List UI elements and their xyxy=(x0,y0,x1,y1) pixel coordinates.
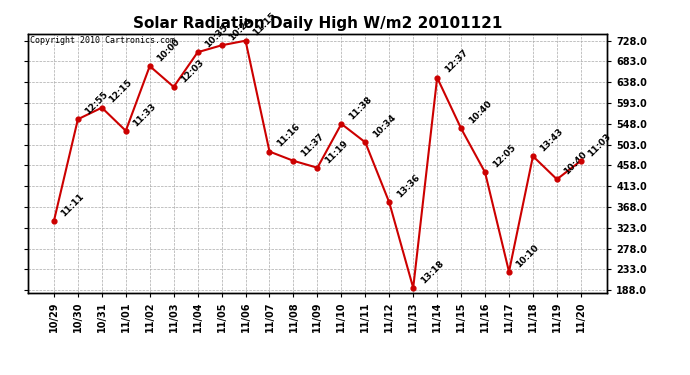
Point xyxy=(527,153,538,159)
Text: 10:34: 10:34 xyxy=(371,113,397,140)
Text: 12:55: 12:55 xyxy=(83,90,110,117)
Text: 10:40: 10:40 xyxy=(466,99,493,126)
Text: 11:37: 11:37 xyxy=(299,131,326,158)
Text: 11:03: 11:03 xyxy=(586,132,613,158)
Point xyxy=(551,176,562,182)
Text: 12:03: 12:03 xyxy=(179,58,206,84)
Point xyxy=(48,218,59,224)
Text: 13:43: 13:43 xyxy=(538,127,565,153)
Point xyxy=(359,140,371,146)
Point xyxy=(432,75,443,81)
Text: 10:10: 10:10 xyxy=(515,243,541,269)
Title: Solar Radiation Daily High W/m2 20101121: Solar Radiation Daily High W/m2 20101121 xyxy=(132,16,502,31)
Text: 12:37: 12:37 xyxy=(443,48,469,75)
Text: 10:40: 10:40 xyxy=(562,150,589,177)
Text: 11:19: 11:19 xyxy=(323,138,350,165)
Point xyxy=(408,285,419,291)
Point xyxy=(216,42,227,48)
Point xyxy=(168,84,179,90)
Point xyxy=(144,63,155,69)
Text: 13:18: 13:18 xyxy=(419,258,445,285)
Text: 10:24: 10:24 xyxy=(227,16,254,42)
Point xyxy=(336,121,347,127)
Text: 12:05: 12:05 xyxy=(491,143,517,170)
Text: 11:38: 11:38 xyxy=(347,94,373,121)
Point xyxy=(97,105,108,111)
Point xyxy=(72,116,83,122)
Text: 11:16: 11:16 xyxy=(275,122,302,149)
Point xyxy=(312,165,323,171)
Point xyxy=(575,158,586,164)
Text: 11:15: 11:15 xyxy=(251,11,277,38)
Point xyxy=(384,200,395,206)
Point xyxy=(480,170,491,176)
Text: 10:00: 10:00 xyxy=(155,37,181,63)
Point xyxy=(264,148,275,154)
Text: 11:33: 11:33 xyxy=(131,101,158,128)
Text: 13:36: 13:36 xyxy=(395,173,422,200)
Text: 11:11: 11:11 xyxy=(59,192,86,218)
Point xyxy=(240,38,251,44)
Point xyxy=(120,128,131,134)
Point xyxy=(504,269,515,275)
Point xyxy=(192,49,203,55)
Point xyxy=(288,158,299,164)
Point xyxy=(455,126,466,132)
Text: 10:35: 10:35 xyxy=(203,23,230,50)
Text: Copyright 2010 Cartronics.com: Copyright 2010 Cartronics.com xyxy=(30,36,175,45)
Text: 12:15: 12:15 xyxy=(108,78,134,105)
